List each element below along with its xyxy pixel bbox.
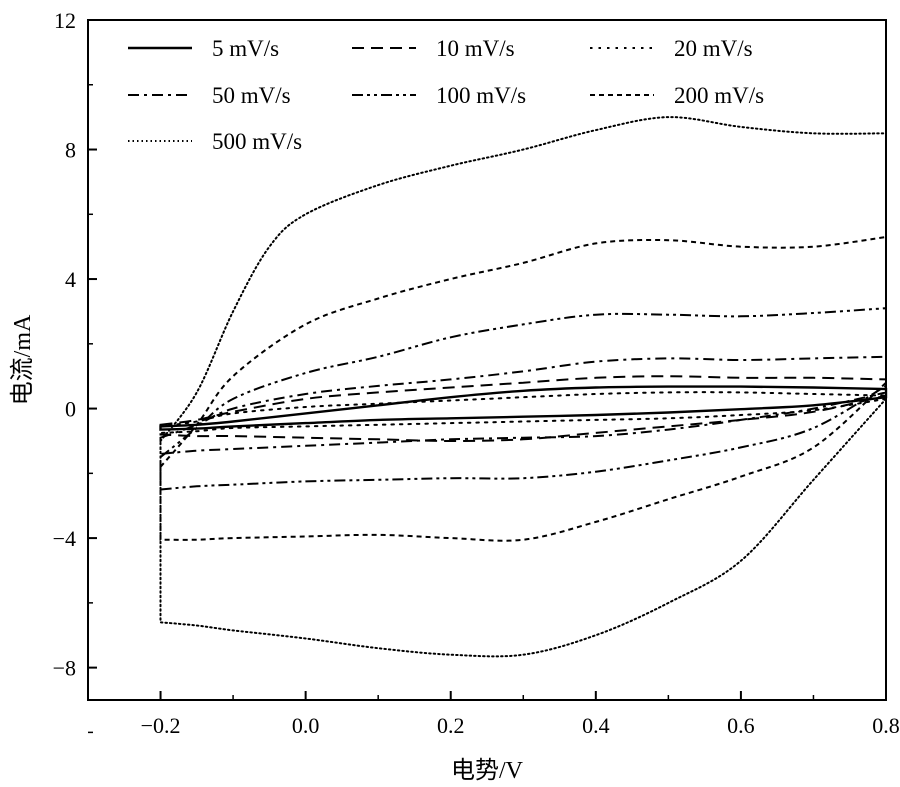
legend-label: 50 mV/s <box>212 83 291 108</box>
x-tick-label: 0.4 <box>582 713 610 738</box>
legend: 5 mV/s 10 mV/s 20 mV/s 50 mV/s 100 mV/s 200 m… <box>128 36 764 154</box>
y-tick-label: −8 <box>53 656 76 681</box>
y-tick-label: 8 <box>65 138 76 163</box>
series-line-500-mv-s <box>159 116 887 658</box>
series-line-5-mv-s <box>159 385 888 431</box>
x-tick-label: −0.2 <box>141 713 181 738</box>
legend-label: 500 mV/s <box>212 129 302 154</box>
x-axis-title: 电势/V <box>451 757 524 784</box>
legend-label: 5 mV/s <box>212 36 279 61</box>
legend-label: 10 mV/s <box>436 36 515 61</box>
y-tick-label: 4 <box>65 267 76 292</box>
series-line-200-mv-s <box>159 235 887 542</box>
y-axis-title: 电流/mA <box>9 314 36 405</box>
x-tick-label: 0.6 <box>727 713 755 738</box>
legend-label: 200 mV/s <box>674 83 764 108</box>
y-tick-label: 0 <box>65 397 76 422</box>
x-tick-label: 0.0 <box>292 713 320 738</box>
plot-frame <box>87 19 887 701</box>
x-tick-label: 0.2 <box>437 713 465 738</box>
x-axis: −0.2 0.0 0.2 0.4 0.6 0.8 <box>87 691 900 738</box>
legend-label: 100 mV/s <box>436 83 526 108</box>
x-tick-label: 0.8 <box>872 713 900 738</box>
series-layer <box>159 116 888 658</box>
legend-label: 20 mV/s <box>674 36 753 61</box>
y-axis: −8 −4 0 4 8 12 <box>53 8 97 734</box>
y-tick-label: 12 <box>54 8 76 33</box>
series-line-100-mv-s <box>159 307 887 491</box>
y-tick-label: −4 <box>53 526 76 551</box>
series-line-20-mv-s <box>159 391 887 434</box>
plot-border <box>87 19 887 701</box>
